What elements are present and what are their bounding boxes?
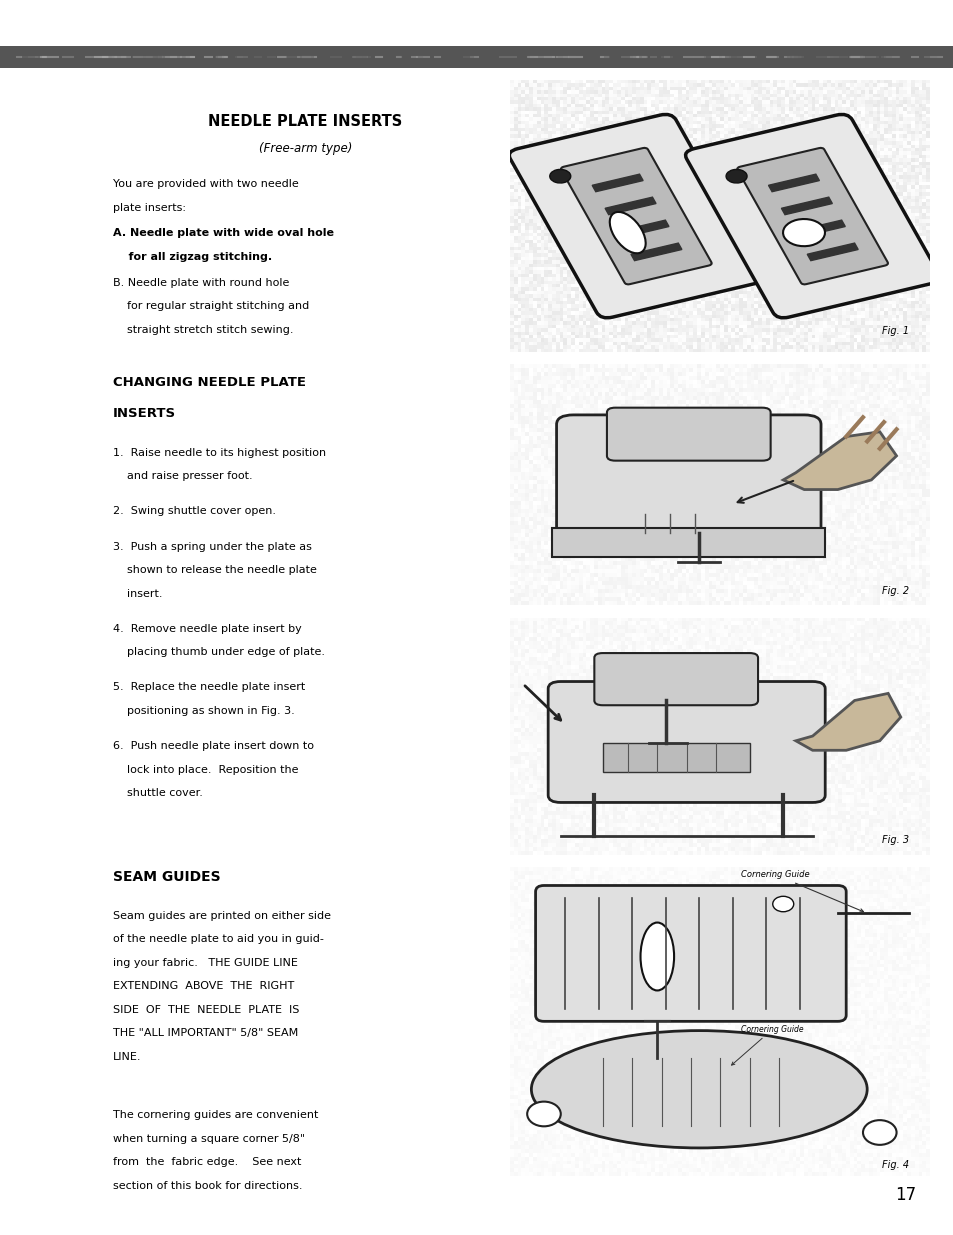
FancyArrow shape <box>604 198 656 215</box>
FancyArrow shape <box>781 198 831 215</box>
Text: Cornering Guide: Cornering Guide <box>740 871 862 911</box>
Text: positioning as shown in Fig. 3.: positioning as shown in Fig. 3. <box>112 706 294 716</box>
FancyArrow shape <box>794 220 844 237</box>
FancyBboxPatch shape <box>560 148 711 284</box>
Polygon shape <box>782 432 896 489</box>
FancyBboxPatch shape <box>606 408 770 461</box>
Text: The cornering guides are convenient: The cornering guides are convenient <box>112 1110 317 1120</box>
Bar <box>602 743 749 772</box>
Text: Fig. 3: Fig. 3 <box>882 835 908 845</box>
Text: Seam guides are printed on either side: Seam guides are printed on either side <box>112 911 331 921</box>
Text: EXTENDING  ABOVE  THE  RIGHT: EXTENDING ABOVE THE RIGHT <box>112 982 294 992</box>
Text: (Free-arm type): (Free-arm type) <box>258 142 352 156</box>
Ellipse shape <box>531 1030 866 1149</box>
Text: LINE.: LINE. <box>112 1052 141 1062</box>
Polygon shape <box>795 693 900 751</box>
Text: section of this book for directions.: section of this book for directions. <box>112 1181 302 1191</box>
Text: Cornering Guide: Cornering Guide <box>731 1025 803 1065</box>
FancyArrow shape <box>630 243 681 261</box>
Text: 5.  Replace the needle plate insert: 5. Replace the needle plate insert <box>112 683 305 693</box>
Text: INSERTS: INSERTS <box>112 408 175 420</box>
Text: shuttle cover.: shuttle cover. <box>112 788 202 798</box>
FancyBboxPatch shape <box>737 148 887 284</box>
Text: and raise presser foot.: and raise presser foot. <box>112 472 252 482</box>
Text: for regular straight stitching and: for regular straight stitching and <box>112 301 309 311</box>
Circle shape <box>527 1102 560 1126</box>
Text: 6.  Push needle plate insert down to: 6. Push needle plate insert down to <box>112 741 314 751</box>
Circle shape <box>549 169 570 183</box>
Text: 2.  Swing shuttle cover open.: 2. Swing shuttle cover open. <box>112 506 275 516</box>
Text: of the needle plate to aid you in guid-: of the needle plate to aid you in guid- <box>112 935 323 945</box>
Bar <box>552 529 824 557</box>
FancyArrow shape <box>618 220 668 237</box>
FancyBboxPatch shape <box>548 682 824 803</box>
Text: THE "ALL IMPORTANT" 5/8" SEAM: THE "ALL IMPORTANT" 5/8" SEAM <box>112 1029 297 1039</box>
FancyArrow shape <box>806 243 858 261</box>
Text: 17: 17 <box>894 1186 915 1204</box>
Text: 1.  Raise needle to its highest position: 1. Raise needle to its highest position <box>112 448 325 458</box>
Circle shape <box>772 897 793 911</box>
Text: straight stretch stitch sewing.: straight stretch stitch sewing. <box>112 325 293 335</box>
FancyArrow shape <box>768 174 819 191</box>
Text: 4.  Remove needle plate insert by: 4. Remove needle plate insert by <box>112 624 301 634</box>
Text: B. Needle plate with round hole: B. Needle plate with round hole <box>112 278 289 288</box>
FancyBboxPatch shape <box>509 115 762 317</box>
FancyBboxPatch shape <box>535 885 845 1021</box>
Text: lock into place.  Reposition the: lock into place. Reposition the <box>112 764 297 774</box>
Text: Fig. 2: Fig. 2 <box>882 585 908 595</box>
Text: insert.: insert. <box>112 589 162 599</box>
Text: 3.  Push a spring under the plate as: 3. Push a spring under the plate as <box>112 542 311 552</box>
Circle shape <box>862 1120 896 1145</box>
Text: SIDE  OF  THE  NEEDLE  PLATE  IS: SIDE OF THE NEEDLE PLATE IS <box>112 1005 298 1015</box>
Text: shown to release the needle plate: shown to release the needle plate <box>112 566 316 576</box>
Circle shape <box>782 219 824 246</box>
Ellipse shape <box>609 212 645 253</box>
FancyArrow shape <box>592 174 642 191</box>
Text: placing thumb under edge of plate.: placing thumb under edge of plate. <box>112 647 324 657</box>
Text: CHANGING NEEDLE PLATE: CHANGING NEEDLE PLATE <box>112 377 305 389</box>
Text: NEEDLE PLATE INSERTS: NEEDLE PLATE INSERTS <box>208 114 402 128</box>
Ellipse shape <box>639 923 674 990</box>
Text: when turning a square corner 5/8": when turning a square corner 5/8" <box>112 1134 304 1144</box>
FancyBboxPatch shape <box>594 653 758 705</box>
Circle shape <box>725 169 746 183</box>
Bar <box>0 46 953 68</box>
Text: plate inserts:: plate inserts: <box>112 203 186 212</box>
Text: ing your fabric.   THE GUIDE LINE: ing your fabric. THE GUIDE LINE <box>112 958 297 968</box>
Text: Fig. 1: Fig. 1 <box>882 326 908 336</box>
Text: You are provided with two needle: You are provided with two needle <box>112 179 298 189</box>
Text: Fig. 4: Fig. 4 <box>882 1160 908 1170</box>
FancyBboxPatch shape <box>556 415 821 542</box>
FancyBboxPatch shape <box>685 115 939 317</box>
Text: A. Needle plate with wide oval hole: A. Needle plate with wide oval hole <box>112 228 334 238</box>
Text: from  the  fabric edge.    See next: from the fabric edge. See next <box>112 1157 300 1167</box>
Text: for all zigzag stitching.: for all zigzag stitching. <box>112 252 272 262</box>
Text: SEAM GUIDES: SEAM GUIDES <box>112 871 220 884</box>
